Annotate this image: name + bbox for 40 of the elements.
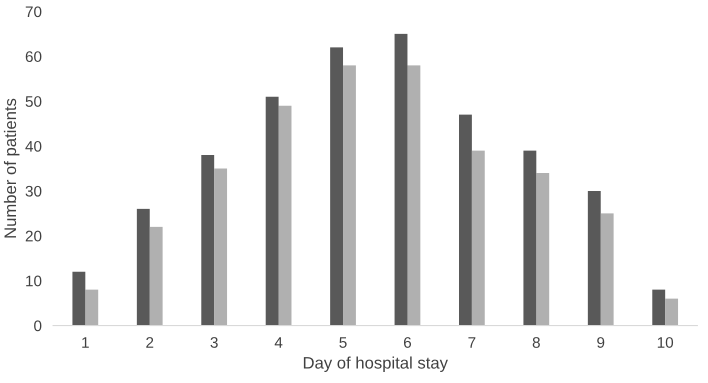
x-tick-label: 7 [468, 337, 476, 348]
y-tick-label: 20 [26, 230, 42, 242]
bar [394, 34, 408, 326]
y-tick-label: 10 [26, 276, 42, 286]
bar [588, 190, 601, 326]
x-tick-label: 9 [597, 337, 604, 348]
bar [665, 298, 678, 326]
x-axis-title: Day of hospital stay [304, 356, 448, 372]
y-tick-label: 40 [25, 140, 42, 152]
x-tick-label: 5 [339, 337, 347, 348]
bar [330, 47, 344, 326]
bar [266, 96, 279, 326]
x-tick-label: 2 [146, 337, 154, 348]
bar [472, 150, 485, 326]
bar [523, 150, 536, 326]
x-tick-label: 8 [532, 337, 540, 348]
y-axis-title: Number of patients [4, 98, 20, 238]
bar [85, 290, 98, 326]
bar [536, 173, 550, 326]
y-tick-label: 50 [26, 96, 42, 107]
bar [214, 168, 228, 326]
x-tick-label: 6 [404, 337, 412, 348]
x-tick-label: 10 [658, 337, 674, 348]
bar [150, 226, 163, 326]
x-tick-label: 3 [210, 337, 218, 348]
bar [72, 272, 86, 326]
bar [136, 208, 150, 326]
x-tick-label: 4 [274, 337, 282, 348]
bar [652, 290, 666, 326]
y-tick-label: 30 [26, 186, 42, 197]
bar [407, 65, 420, 326]
y-tick-label: 70 [26, 6, 42, 18]
bar [458, 114, 472, 326]
y-tick-label: 0 [34, 320, 42, 332]
y-tick-label: 60 [26, 51, 42, 62]
x-tick-label: 1 [82, 337, 89, 348]
bar [343, 65, 356, 326]
bar [278, 106, 292, 326]
bar [600, 213, 614, 326]
bar [201, 155, 214, 326]
